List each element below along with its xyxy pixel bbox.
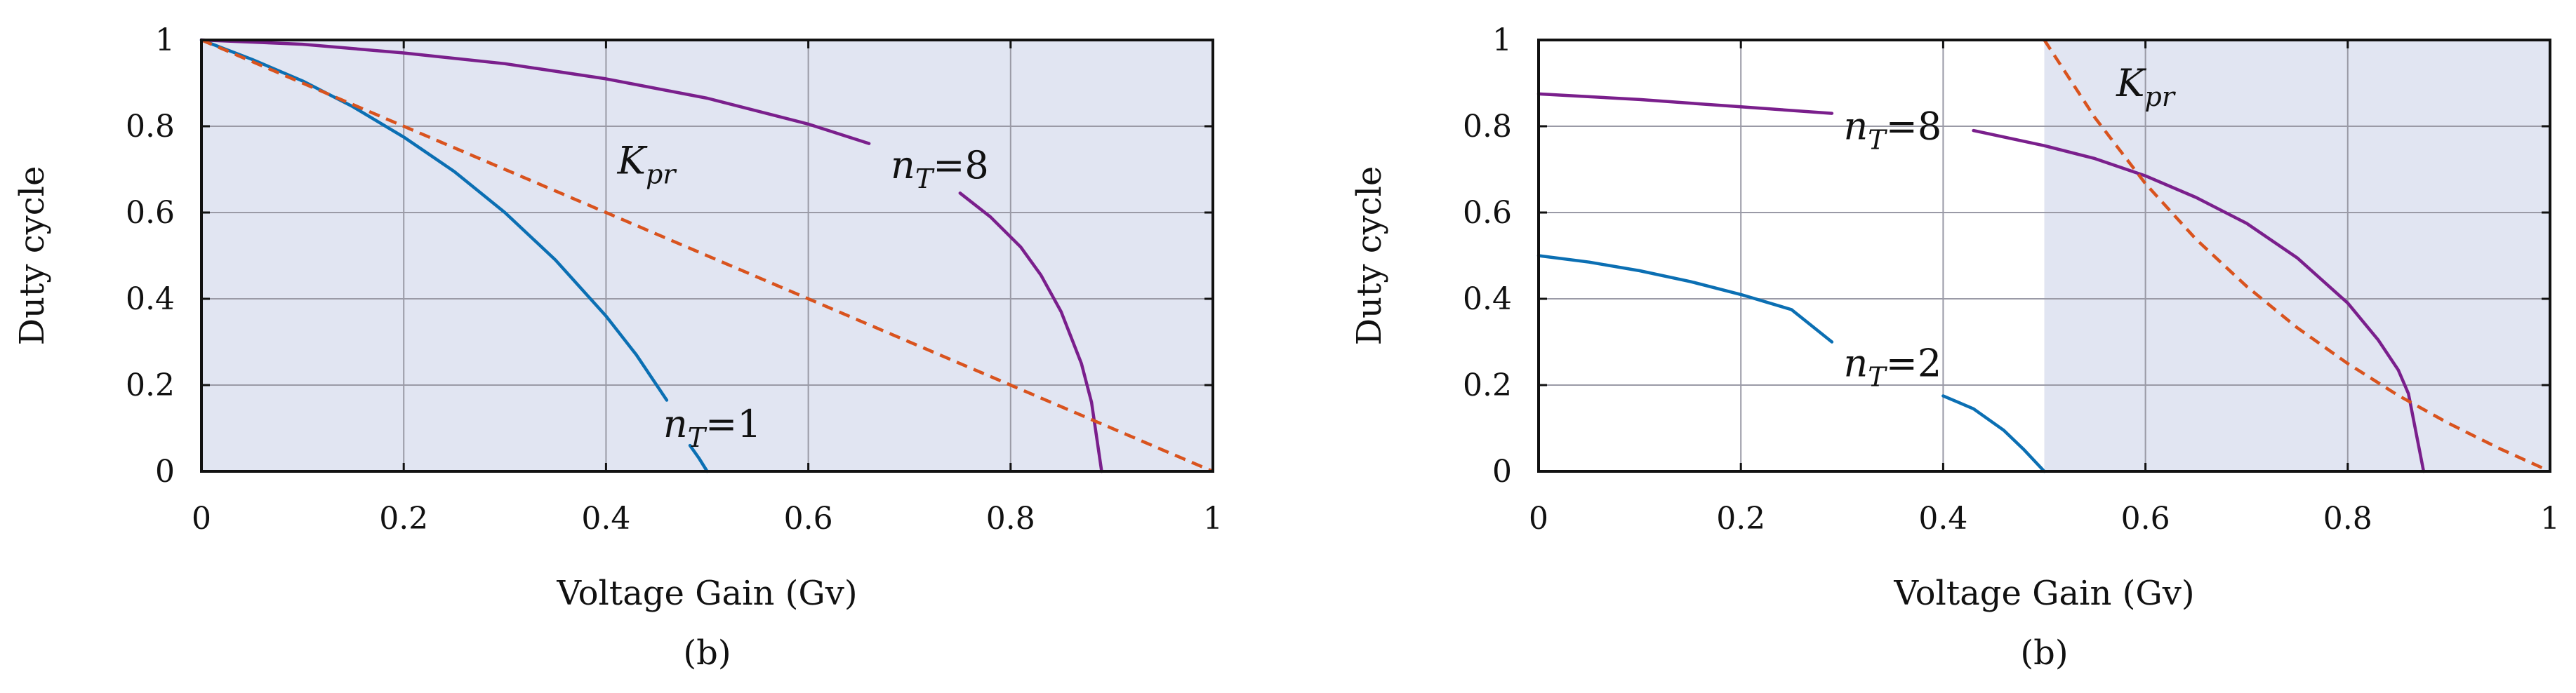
y-tick-label: 0 [1492, 454, 1512, 490]
x-tick-label: 0.4 [581, 501, 630, 537]
x-tick-label: 0.6 [784, 501, 833, 537]
x-tick-label: 1 [1203, 501, 1223, 537]
right-panel: 0 0.2 0.4 0.6 0.8 1 0 0.2 0.4 0.6 0.8 1 nT=2 nT=8 Kpr V… [1350, 22, 2560, 673]
x-tick-label: 0 [192, 501, 211, 537]
x-tick-label: 0 [1529, 501, 1548, 537]
series-nT_high-line [1536, 92, 1834, 115]
x-tick-label: 0.2 [379, 501, 428, 537]
x-tick-label: 0.8 [2323, 501, 2372, 537]
y-axis-title: Duty cycle [13, 166, 52, 346]
series-nT_low-line [1941, 394, 2046, 473]
curve-label-nT_high: nT=8 [891, 143, 989, 194]
x-axis-title: Voltage Gain (Gv) [556, 574, 857, 613]
y-tick-label: 0.8 [126, 109, 175, 144]
series-Kpr-line [201, 38, 1214, 473]
x-tick-label: 0.2 [1716, 501, 1765, 537]
curve-label-nT_high: nT=8 [1843, 104, 1941, 155]
left-panel: 0 0.2 0.4 0.6 0.8 1 0 0.2 0.4 0.6 0.8 1 nT=1 nT=8 Kpr V… [13, 22, 1223, 673]
x-tick-label: 0.8 [986, 501, 1035, 537]
plot-frame [1537, 39, 2551, 473]
series-nT_low-line [688, 443, 709, 473]
x-axis-title: Voltage Gain (Gv) [1893, 574, 2194, 613]
curve-label-Kpr: Kpr [2116, 61, 2177, 112]
y-tick-label: 0.6 [1463, 195, 1512, 231]
plot-frame [200, 39, 1214, 473]
curve-label-nT_low: nT=1 [663, 402, 762, 453]
y-tick-label: 0.4 [1463, 281, 1512, 317]
y-tick-label: 0.2 [126, 368, 175, 403]
y-tick-label: 1 [155, 22, 175, 58]
series-Kpr-line [2043, 39, 2551, 473]
series-nT_high-line [199, 38, 871, 145]
panel-caption: (b) [683, 633, 731, 673]
x-tick-label: 0.4 [1918, 501, 1967, 537]
series-nT_high-line [958, 191, 1103, 473]
y-tick-label: 0 [155, 454, 175, 490]
y-tick-label: 1 [1492, 22, 1512, 58]
y-tick-label: 0.8 [1463, 109, 1512, 144]
series-nT_low-line [199, 38, 669, 402]
series-nT_high-line [1972, 128, 2426, 473]
y-axis-title: Duty cycle [1350, 166, 1389, 346]
panel-caption: (b) [2020, 633, 2068, 673]
y-tick-label: 0.2 [1463, 368, 1512, 403]
curve-label-Kpr: Kpr [617, 139, 678, 190]
x-tick-label: 0.6 [2121, 501, 2170, 537]
curve-label-nT_low: nT=2 [1843, 342, 1941, 393]
series-nT_low-line [1536, 254, 1834, 344]
y-tick-label: 0.4 [126, 281, 175, 317]
x-tick-label: 1 [2540, 501, 2560, 537]
y-tick-label: 0.6 [126, 195, 175, 231]
shaded-region [2044, 40, 2550, 471]
